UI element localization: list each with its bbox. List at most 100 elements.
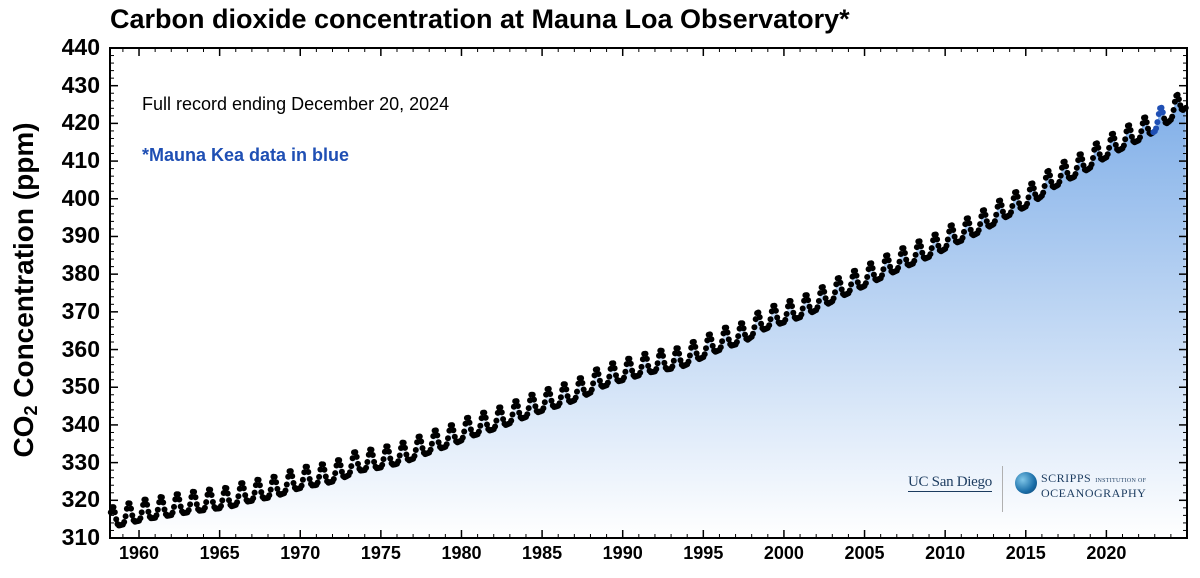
co2-point bbox=[475, 428, 482, 435]
co2-point bbox=[126, 500, 133, 507]
co2-point bbox=[412, 447, 419, 453]
co2-point bbox=[484, 421, 490, 428]
co2-point bbox=[138, 509, 145, 516]
co2-point bbox=[525, 405, 532, 412]
co2-point bbox=[547, 391, 554, 397]
co2-point bbox=[274, 485, 281, 492]
co2-point bbox=[545, 385, 552, 392]
co2-point bbox=[965, 215, 971, 222]
co2-point bbox=[928, 245, 935, 252]
co2-point bbox=[590, 380, 597, 387]
co2-point bbox=[192, 494, 199, 501]
co2-point bbox=[111, 509, 118, 516]
co2-point bbox=[1077, 151, 1084, 158]
co2-point bbox=[596, 377, 603, 384]
co2-point bbox=[837, 279, 844, 286]
co2-point bbox=[927, 251, 934, 258]
co2-point bbox=[541, 399, 548, 406]
co2-point bbox=[289, 473, 296, 480]
ucsd-logo: UC San Diego bbox=[908, 474, 992, 492]
co2-point bbox=[1064, 169, 1071, 176]
co2-point bbox=[999, 208, 1006, 215]
co2-point bbox=[1014, 193, 1021, 200]
co2-point bbox=[674, 345, 681, 352]
mauna-kea-points bbox=[1150, 104, 1166, 136]
co2-point bbox=[226, 497, 232, 504]
co2-point bbox=[1057, 172, 1064, 179]
co2-point bbox=[255, 476, 262, 483]
co2-point bbox=[629, 367, 636, 374]
x-tick-label: 1970 bbox=[280, 543, 321, 563]
co2-point bbox=[838, 286, 845, 293]
co2-point bbox=[1063, 163, 1070, 170]
co2-point bbox=[944, 236, 951, 243]
co2-point bbox=[707, 331, 713, 338]
co2-point bbox=[556, 400, 563, 407]
co2-point bbox=[418, 438, 425, 445]
co2-point bbox=[187, 501, 194, 508]
co2-point bbox=[588, 386, 595, 393]
co2-point bbox=[1111, 135, 1118, 142]
co2-point bbox=[416, 433, 423, 440]
co2-point bbox=[943, 242, 950, 249]
co2-point bbox=[676, 350, 683, 357]
co2-point bbox=[900, 245, 907, 252]
co2-point bbox=[320, 461, 327, 468]
co2-point bbox=[467, 426, 474, 433]
scripps-logo: SCRIPPS INSTITUTION OF OCEANOGRAPHY bbox=[1041, 472, 1146, 499]
co2-point bbox=[703, 345, 709, 352]
co2-point bbox=[610, 360, 617, 367]
co2-point bbox=[465, 414, 472, 421]
co2-point bbox=[209, 499, 216, 505]
x-tick-label: 1990 bbox=[602, 543, 643, 563]
co2-point bbox=[185, 507, 192, 514]
co2-point bbox=[595, 371, 602, 377]
co2-point bbox=[1169, 113, 1176, 120]
co2-point bbox=[981, 207, 988, 214]
co2-point bbox=[251, 489, 258, 496]
co2-point bbox=[176, 496, 183, 503]
co2-point bbox=[653, 366, 660, 372]
co2-point bbox=[121, 519, 128, 525]
co2-point bbox=[161, 506, 168, 513]
co2-point bbox=[451, 433, 458, 440]
co2-point bbox=[153, 512, 160, 519]
co2-point bbox=[402, 444, 408, 451]
scripps-globe-icon bbox=[1015, 472, 1037, 494]
co2-point bbox=[332, 470, 339, 477]
y-tick-label: 410 bbox=[61, 147, 100, 174]
co2-point bbox=[977, 221, 984, 228]
co2-point bbox=[283, 481, 290, 488]
co2-point bbox=[411, 453, 418, 459]
mauna-kea-point bbox=[1158, 104, 1165, 111]
co2-point bbox=[848, 281, 855, 288]
co2-point bbox=[477, 422, 484, 429]
co2-point bbox=[621, 374, 627, 381]
co2-point bbox=[160, 499, 167, 506]
co2-point bbox=[782, 316, 789, 323]
co2-point bbox=[896, 258, 903, 265]
co2-points bbox=[107, 91, 1189, 529]
co2-point bbox=[385, 448, 392, 455]
co2-point bbox=[177, 503, 184, 510]
co2-point bbox=[912, 251, 919, 258]
co2-point bbox=[1008, 209, 1014, 216]
co2-point bbox=[766, 322, 773, 329]
scripps-logo-name: SCRIPPS bbox=[1041, 471, 1092, 485]
co2-point bbox=[903, 256, 910, 263]
co2-point bbox=[1041, 183, 1048, 189]
co2-point bbox=[561, 381, 568, 388]
co2-point bbox=[735, 333, 742, 340]
co2-point bbox=[1095, 144, 1102, 151]
mauna-kea-point bbox=[1159, 109, 1166, 116]
co2-point bbox=[287, 468, 294, 475]
co2-point bbox=[789, 303, 795, 310]
co2-point bbox=[175, 491, 181, 498]
co2-point bbox=[626, 355, 633, 362]
x-tick-label: 1975 bbox=[360, 543, 401, 563]
co2-point bbox=[548, 397, 555, 404]
co2-point bbox=[852, 267, 859, 274]
co2-point bbox=[428, 440, 435, 447]
co2-point bbox=[959, 234, 966, 241]
